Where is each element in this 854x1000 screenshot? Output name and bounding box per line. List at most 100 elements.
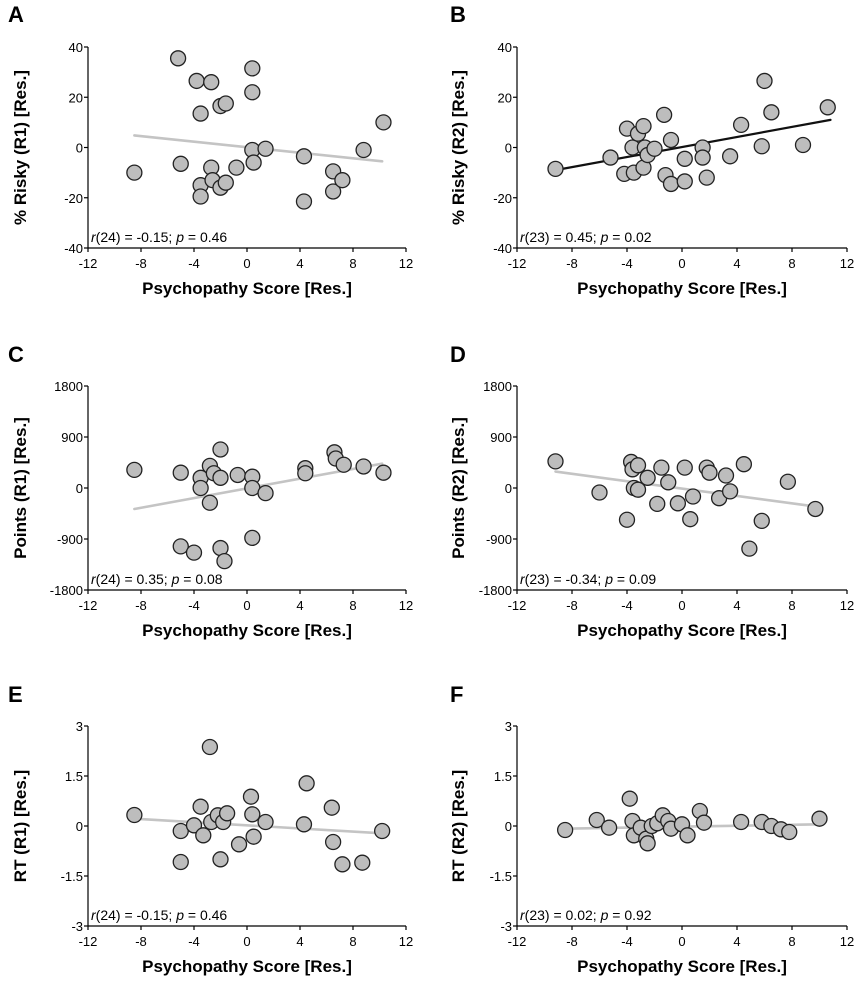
x-tick-label: -12 [79, 256, 98, 271]
data-point [811, 810, 828, 827]
data-point [717, 467, 735, 484]
stat-p-value: = 0.09 [613, 571, 656, 587]
x-axis-title: Psychopathy Score [Res.] [142, 279, 352, 298]
data-point [245, 828, 262, 845]
y-tick-label: 0 [76, 481, 83, 496]
y-tick-label: 20 [498, 90, 512, 105]
x-tick-label: 12 [840, 256, 854, 271]
x-tick-label: 8 [349, 598, 356, 613]
data-point [192, 479, 209, 497]
data-point [373, 822, 391, 840]
y-tick-label: 0 [76, 141, 83, 156]
data-point [244, 806, 261, 823]
data-point [635, 117, 652, 135]
data-point [185, 544, 203, 561]
y-tick-label: 0 [505, 819, 512, 834]
stat-p-value: = 0.46 [184, 229, 227, 245]
x-axis-title: Psychopathy Score [Res.] [142, 957, 352, 976]
data-point [126, 461, 143, 479]
x-tick-label: -4 [188, 598, 200, 613]
x-tick-label: 12 [399, 256, 413, 271]
data-point [741, 540, 758, 557]
data-point [216, 552, 233, 570]
data-point [244, 60, 261, 77]
data-point [257, 140, 274, 157]
panel-letter: E [8, 682, 23, 707]
data-point [591, 484, 608, 501]
stat-annotation: r(24) = -0.15; p = 0.46 [91, 907, 227, 923]
data-point [201, 494, 219, 511]
y-tick-label: 1.5 [65, 769, 83, 784]
stat-r-symbol: r [520, 907, 526, 923]
stat-annotation: r(23) = -0.34; p = 0.09 [520, 571, 656, 587]
data-point [669, 495, 687, 512]
x-tick-label: -12 [508, 598, 527, 613]
x-tick-label: 4 [296, 256, 303, 271]
data-point [354, 854, 371, 871]
stat-p-value: = 0.92 [608, 907, 651, 923]
y-axis-title: % Risky (R2) [Res.] [449, 70, 468, 225]
data-point [676, 150, 693, 167]
stat-df-value: (24) = -0.15; [96, 229, 177, 245]
data-point [230, 836, 248, 853]
stat-p-symbol: p [600, 229, 609, 245]
y-tick-label: -20 [493, 191, 512, 206]
data-point [334, 172, 351, 189]
stat-r-symbol: r [520, 229, 526, 245]
data-point [188, 72, 205, 90]
data-point [695, 814, 713, 831]
x-tick-label: 8 [349, 256, 356, 271]
x-tick-label: 0 [243, 598, 250, 613]
x-axis-title: Psychopathy Score [Res.] [142, 621, 352, 640]
data-point [355, 141, 372, 159]
data-point [602, 149, 619, 166]
y-tick-label: 3 [505, 719, 512, 734]
data-point [779, 473, 797, 490]
data-point [698, 169, 715, 186]
data-point [172, 155, 189, 172]
y-axis-title: Points (R2) [Res.] [449, 417, 468, 559]
x-tick-label: 12 [840, 598, 854, 613]
data-point [244, 529, 261, 547]
y-tick-label: 0 [76, 819, 83, 834]
y-tick-label: -1800 [50, 583, 83, 598]
data-point [375, 114, 392, 131]
y-tick-label: -900 [486, 532, 512, 547]
stat-annotation: r(24) = 0.35; p = 0.08 [91, 571, 223, 587]
y-tick-label: 900 [61, 430, 83, 445]
data-point [298, 775, 315, 792]
stat-r-symbol: r [91, 229, 97, 245]
data-point [324, 833, 342, 851]
trend-line [554, 470, 819, 509]
x-tick-label: -8 [135, 934, 147, 949]
y-tick-label: -1800 [479, 583, 512, 598]
x-tick-label: 4 [733, 934, 740, 949]
stat-annotation: r(23) = 0.02; p = 0.92 [520, 907, 652, 923]
x-tick-label: -4 [188, 934, 200, 949]
y-tick-label: 0 [505, 141, 512, 156]
data-point [639, 469, 656, 486]
data-point [618, 511, 636, 528]
y-tick-label: 900 [490, 430, 512, 445]
y-tick-label: 1.5 [494, 769, 512, 784]
data-point [195, 827, 212, 844]
data-point [753, 512, 770, 530]
y-tick-label: 40 [69, 40, 83, 55]
stat-p-symbol: p [175, 907, 184, 923]
data-point [323, 799, 340, 816]
data-point [819, 99, 836, 116]
panel-E: E 3 1.5 0 -1.5 -3-12 -8 -4 0 4 8 12 Psychopathy Scor… [8, 682, 413, 976]
data-point [172, 538, 189, 555]
stat-p-value: = 0.08 [179, 571, 222, 587]
y-tick-label: -40 [493, 241, 512, 256]
y-tick-label: -900 [57, 532, 83, 547]
data-point [212, 469, 229, 486]
x-tick-label: 8 [788, 934, 795, 949]
stat-p-value: = 0.02 [608, 229, 651, 245]
data-point [655, 106, 673, 123]
data-point [212, 851, 229, 868]
panel-D: D 1800 900 0 -900 -1800-12 -8 -4 0 4 8 12 Psychopath… [449, 342, 854, 640]
data-point [732, 116, 750, 134]
data-point [212, 441, 229, 458]
